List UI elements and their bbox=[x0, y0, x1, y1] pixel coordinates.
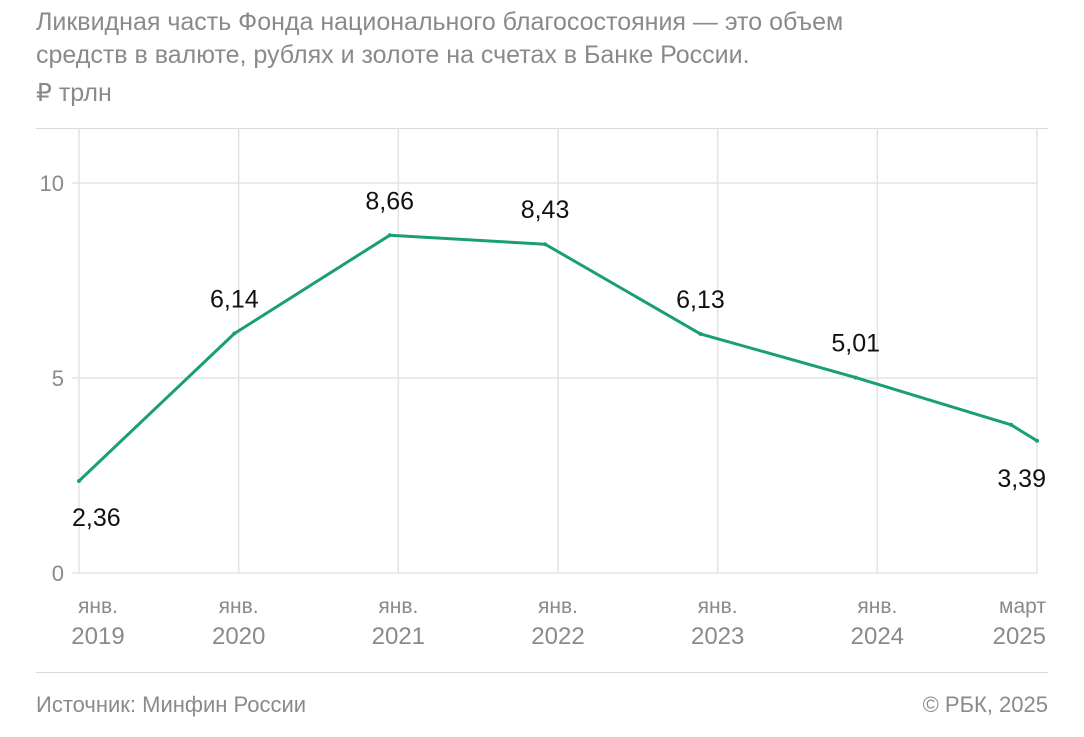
source-note: Источник: Минфин России bbox=[36, 692, 307, 717]
data-point-6 bbox=[1009, 422, 1014, 427]
x-tick-label-month-2: янв. bbox=[378, 595, 418, 618]
data-point-1 bbox=[232, 331, 237, 336]
x-tick-label-year-6: 2025 bbox=[993, 623, 1046, 650]
x-tick-label-year-1: 2020 bbox=[212, 623, 265, 650]
data-point-0 bbox=[77, 478, 81, 483]
series-line bbox=[77, 233, 1039, 483]
data-point-5 bbox=[853, 375, 858, 380]
x-tick-label-month-3: янв. bbox=[538, 595, 578, 618]
data-point-7 bbox=[1035, 438, 1039, 443]
data-point-3 bbox=[543, 242, 548, 247]
data-point-2 bbox=[387, 233, 392, 238]
top-divider bbox=[36, 128, 1048, 129]
data-label-0: 2,36 bbox=[72, 504, 121, 532]
data-label-1: 6,14 bbox=[210, 286, 259, 314]
x-tick-label-year-4: 2023 bbox=[691, 623, 744, 650]
chart-title-line-2: средств в валюте, рублях и золоте на сче… bbox=[36, 41, 750, 69]
data-label-4: 6,13 bbox=[676, 286, 725, 314]
data-labels: 2,36 6,14 8,66 8,43 6,13 5,01 3,39 bbox=[72, 187, 1046, 532]
copyright: © РБК, 2025 bbox=[922, 692, 1048, 717]
grid-lines bbox=[72, 128, 1038, 574]
data-label-7: 3,39 bbox=[997, 465, 1046, 493]
bottom-divider bbox=[36, 672, 1048, 673]
data-label-3: 8,43 bbox=[521, 196, 570, 224]
x-tick-label-month-6: март bbox=[999, 595, 1046, 618]
y-tick-labels: 0 5 10 bbox=[40, 171, 64, 586]
x-tick-label-year-5: 2024 bbox=[851, 623, 904, 650]
x-tick-label-month-4: янв. bbox=[698, 595, 738, 618]
data-points bbox=[77, 233, 1039, 483]
x-tick-labels: янв. 2019 янв. 2020 янв. 2021 янв. 2022 янв. 2023… bbox=[71, 595, 1046, 650]
x-tick-label-year-3: 2022 bbox=[531, 623, 584, 650]
data-point-4 bbox=[698, 331, 703, 336]
x-tick-label-year-0: 2019 bbox=[71, 623, 124, 650]
x-tick-label-month-0: янв. bbox=[78, 595, 118, 618]
y-tick-label-1: 5 bbox=[52, 366, 64, 391]
x-tick-label-month-5: янв. bbox=[857, 595, 897, 618]
data-label-5: 5,01 bbox=[831, 330, 880, 358]
chart-title-line-1: Ликвидная часть Фонда национального благ… bbox=[36, 8, 844, 36]
x-tick-label-year-2: 2021 bbox=[372, 623, 425, 650]
y-tick-label-0: 0 bbox=[52, 561, 64, 586]
x-tick-label-month-1: янв. bbox=[219, 595, 259, 618]
data-label-2: 8,66 bbox=[365, 187, 414, 215]
unit-label: ₽ трлн bbox=[36, 79, 112, 107]
chart-title: Ликвидная часть Фонда национального благ… bbox=[36, 6, 1046, 72]
y-tick-label-2: 10 bbox=[40, 171, 64, 196]
